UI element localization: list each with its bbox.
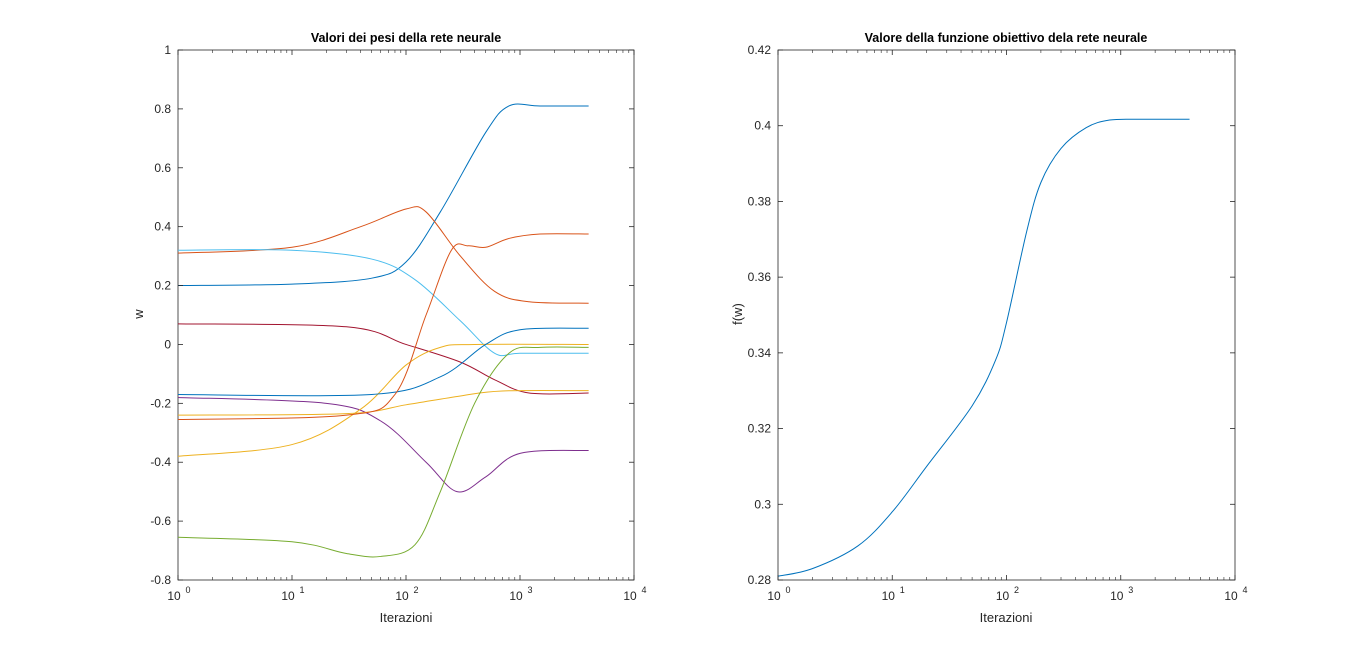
weights-x-tick-exponent: 0 (185, 585, 190, 595)
objective-chart-title: Valore della funzione obiettivo dela ret… (865, 31, 1148, 45)
objective-y-tick-label: 0.38 (748, 194, 772, 208)
weights-x-axis-label: Iterazioni (380, 610, 433, 625)
weights-series-line-4 (178, 396, 589, 493)
objective-x-tick-label: 10 (882, 589, 896, 603)
weights-x-tick-exponent: 2 (413, 585, 418, 595)
objective-x-tick-label: 10 (996, 589, 1010, 603)
objective-x-axis-label: Iterazioni (980, 610, 1033, 625)
objective-x-tick-label: 10 (767, 589, 781, 603)
objective-x-tick-exponent: 2 (1014, 585, 1019, 595)
objective-y-tick-label: 0.32 (748, 422, 772, 436)
weights-series-line-8 (178, 327, 589, 397)
objective-y-axis-label: f(w) (730, 303, 745, 325)
objective-x-tick-label: 10 (1110, 589, 1124, 603)
weights-chart-title: Valori dei pesi della rete neurale (311, 31, 501, 45)
weights-x-tick-exponent: 1 (299, 585, 304, 595)
weights-series-line-2 (178, 206, 589, 304)
weights-y-tick-label: -0.4 (150, 455, 171, 469)
weights-series-line-3 (178, 249, 589, 357)
weights-series-line-10 (178, 233, 589, 421)
weights-x-tick-exponent: 4 (641, 585, 646, 595)
objective-y-tick-label: 0.28 (748, 573, 772, 587)
objective-x-tick-exponent: 0 (785, 585, 790, 595)
objective-x-tick-label: 10 (1224, 589, 1238, 603)
weights-series-line-6 (178, 389, 589, 416)
weights-y-tick-label: 0 (164, 337, 171, 351)
objective-y-tick-label: 0.36 (748, 270, 772, 284)
weights-series-line-5 (178, 323, 589, 395)
weights-axes: Valori dei pesi della rete neurale Itera… (131, 31, 647, 625)
objective-y-tick-label: 0.3 (754, 497, 771, 511)
objective-axes: Valore della funzione obiettivo dela ret… (730, 31, 1248, 625)
weights-x-tick-exponent: 3 (527, 585, 532, 595)
weights-series-line-7 (178, 343, 589, 457)
objective-y-tick-label: 0.4 (754, 119, 771, 133)
weights-y-tick-label: -0.2 (150, 396, 171, 410)
objective-x-tick-exponent: 3 (1128, 585, 1133, 595)
weights-y-axis-label: w (131, 309, 146, 320)
weights-y-tick-label: 0.4 (154, 220, 171, 234)
objective-y-tick-label: 0.34 (748, 346, 772, 360)
weights-y-tick-label: 0.2 (154, 279, 171, 293)
weights-x-tick-label: 10 (623, 589, 637, 603)
weights-y-tick-label: 0.8 (154, 102, 171, 116)
weights-y-tick-label: 1 (164, 43, 171, 57)
weights-x-tick-label: 10 (395, 589, 409, 603)
objective-y-tick-label: 0.42 (748, 43, 772, 57)
weights-x-tick-label: 10 (281, 589, 295, 603)
objective-x-tick-exponent: 4 (1242, 585, 1247, 595)
objective-x-tick-exponent: 1 (900, 585, 905, 595)
weights-x-tick-label: 10 (167, 589, 181, 603)
weights-y-tick-label: 0.6 (154, 161, 171, 175)
objective-series-line-1 (778, 118, 1190, 577)
weights-y-tick-label: -0.6 (150, 514, 171, 528)
weights-x-tick-label: 10 (509, 589, 523, 603)
weights-series-line-9 (178, 346, 589, 558)
weights-series-line-1 (178, 103, 589, 287)
weights-y-tick-label: -0.8 (150, 573, 171, 587)
